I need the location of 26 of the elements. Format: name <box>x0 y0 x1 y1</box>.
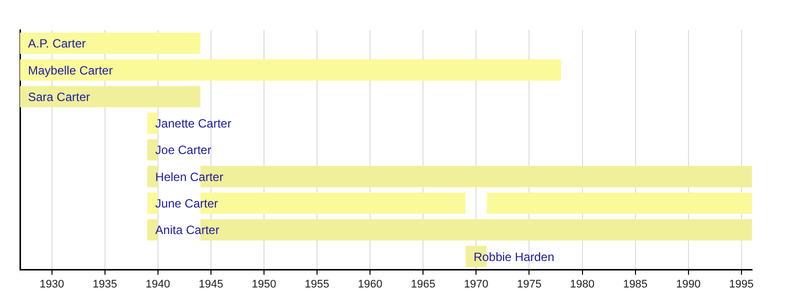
x-tick-label: 1940 <box>146 278 170 290</box>
bar <box>486 192 752 214</box>
x-tick-label: 1930 <box>40 278 64 290</box>
x-tick-label: 1990 <box>676 278 701 290</box>
y-tick-label: Maybelle Carter <box>28 63 113 78</box>
bar <box>147 166 158 188</box>
y-tick-label: Robbie Harden <box>474 250 554 264</box>
x-tick-label: 1985 <box>623 278 648 290</box>
x-tick-label: 1965 <box>410 278 436 290</box>
y-tick-label: Joe Carter <box>155 143 212 158</box>
x-tick-label: 1975 <box>516 278 542 290</box>
y-tick-label: Anita Carter <box>155 223 220 238</box>
x-tick-label: 1995 <box>729 278 754 290</box>
x-tick-label: 1955 <box>304 278 330 290</box>
x-tick-label: 1945 <box>198 278 224 290</box>
x-tick-label: 1935 <box>92 278 118 290</box>
y-tick-label: Janette Carter <box>155 116 232 131</box>
y-tick-label: A.P. Carter <box>28 36 86 51</box>
y-tick-label: June Carter <box>155 196 218 210</box>
x-tick-label: 1950 <box>252 278 276 290</box>
bar <box>20 86 200 108</box>
y-tick-label: Helen Carter <box>155 170 224 184</box>
x-tick-label: 1960 <box>358 278 382 290</box>
x-tick-label: 1970 <box>464 278 488 290</box>
x-tick-label: 1980 <box>570 278 595 290</box>
y-tick-label: Sara Carter <box>28 90 90 104</box>
